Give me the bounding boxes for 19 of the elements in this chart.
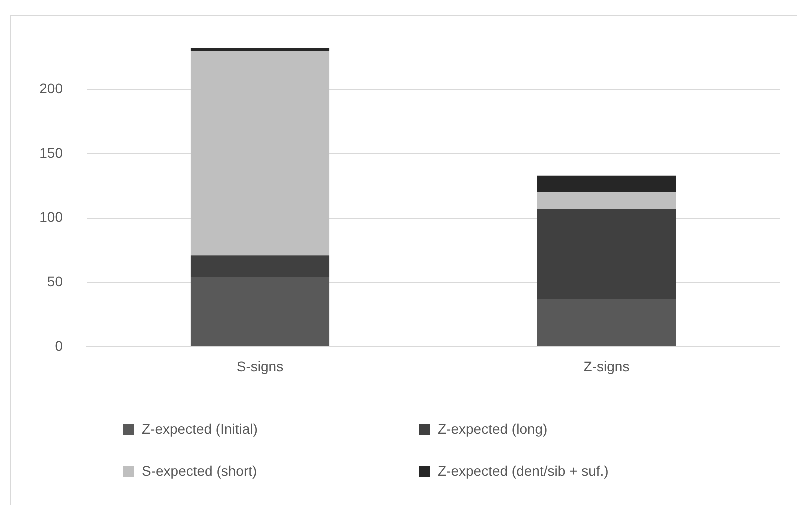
y-tick-label: 150 [40, 144, 64, 161]
legend-label: Z-expected (dent/sib + suf.) [438, 463, 609, 479]
bar [190, 51, 330, 256]
y-tick-label: 200 [40, 80, 64, 96]
bar [537, 299, 676, 346]
bar [537, 176, 676, 193]
y-tick-label: 50 [47, 274, 64, 290]
x-tick-label: Z-signs [584, 358, 630, 374]
bar [537, 209, 676, 300]
bar [190, 278, 330, 346]
bar [190, 48, 330, 52]
legend-label: Z-expected (Initial) [142, 421, 258, 437]
legend-label: Z-expected (long) [438, 421, 548, 437]
x-tick-label: S-signs [236, 358, 284, 374]
y-tick-label: 100 [40, 209, 64, 226]
y-tick-label: 0 [55, 338, 64, 354]
legend-label: S-expected (short) [142, 463, 258, 479]
bar [190, 256, 330, 278]
bar [537, 192, 676, 210]
